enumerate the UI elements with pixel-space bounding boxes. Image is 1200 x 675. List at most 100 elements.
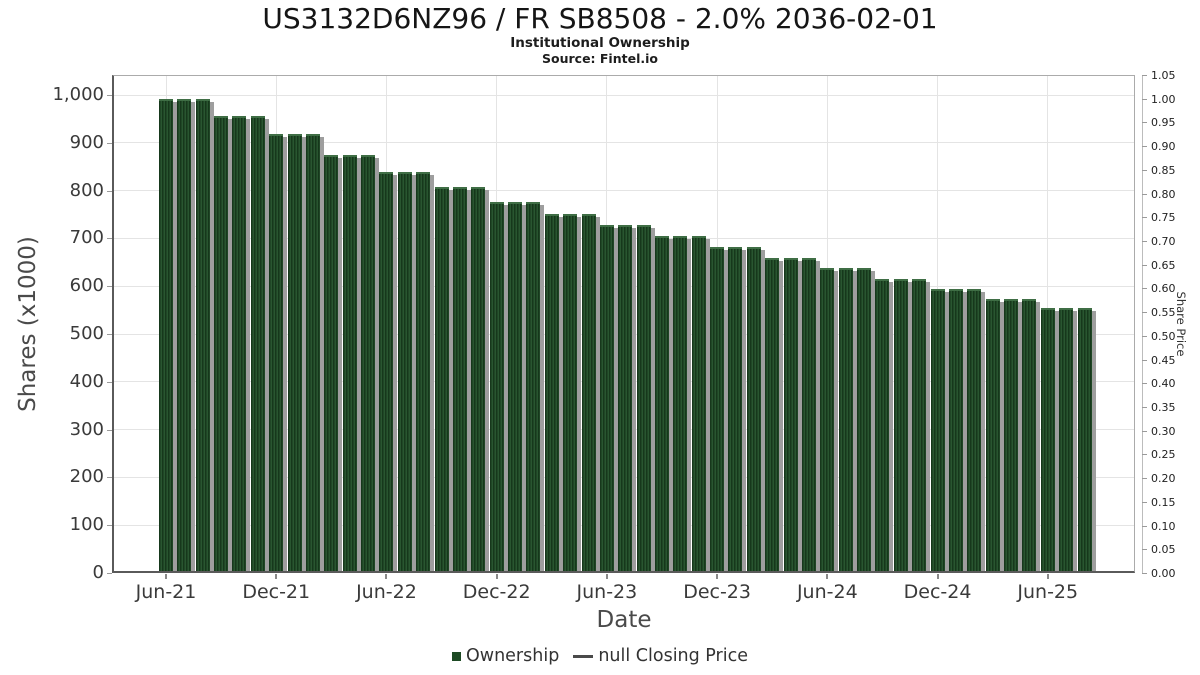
ownership-bar bbox=[636, 225, 651, 573]
right-axis-tick-label: 0.05 bbox=[1151, 543, 1176, 557]
x-axis-tick-label: Dec-23 bbox=[683, 581, 751, 603]
ownership-bar bbox=[379, 171, 394, 573]
x-axis-tick bbox=[275, 574, 278, 579]
ownership-bar bbox=[544, 214, 559, 573]
ownership-bar bbox=[508, 202, 523, 573]
y-axis-tick-label: 600 bbox=[69, 275, 104, 297]
ownership-bar bbox=[1004, 299, 1019, 573]
right-axis-tick bbox=[1142, 241, 1147, 242]
chart-subtitle: Institutional Ownership bbox=[510, 35, 690, 51]
right-axis-tick bbox=[1142, 288, 1147, 290]
ownership-bar bbox=[489, 202, 504, 573]
ownership-bar bbox=[857, 268, 872, 573]
ownership-bar bbox=[269, 133, 284, 573]
y-axis-tick-label: 0 bbox=[92, 562, 104, 583]
x-axis-tick-label: Dec-22 bbox=[462, 581, 531, 603]
y-axis-tick bbox=[107, 477, 112, 479]
legend: Ownership null Closing Price bbox=[0, 646, 1200, 666]
right-axis-tick bbox=[1142, 264, 1147, 266]
right-axis-tick bbox=[1142, 454, 1147, 456]
ownership-bar bbox=[618, 225, 633, 573]
legend-ownership-swatch bbox=[451, 651, 461, 661]
legend-price-label: null Closing Price bbox=[598, 646, 749, 666]
ownership-bar bbox=[305, 133, 320, 573]
x-axis-tick bbox=[716, 574, 719, 579]
y-axis-title-right: Share Price bbox=[1174, 291, 1188, 357]
right-axis-tick bbox=[1142, 383, 1147, 385]
right-axis-tick bbox=[1142, 335, 1147, 337]
ownership-bar bbox=[563, 214, 578, 573]
ownership-bar bbox=[177, 99, 192, 573]
x-axis-title: Date bbox=[596, 607, 652, 633]
x-axis-tick-label: Dec-21 bbox=[242, 581, 311, 603]
x-axis-tick-label: Jun-21 bbox=[135, 581, 197, 603]
right-axis-tick-label: 0.70 bbox=[1151, 235, 1176, 248]
right-axis-tick-label: 0.95 bbox=[1151, 116, 1176, 130]
right-axis-tick-label: 0.85 bbox=[1151, 163, 1176, 177]
y-axis-tick-label: 800 bbox=[69, 179, 104, 201]
x-axis-tick bbox=[495, 574, 498, 579]
x-axis-tick-label: Jun-24 bbox=[796, 581, 858, 603]
ownership-bar bbox=[893, 279, 908, 573]
right-axis-tick-label: 0.15 bbox=[1151, 495, 1176, 509]
ownership-bar bbox=[287, 133, 302, 573]
right-axis-tick-label: 0.90 bbox=[1151, 140, 1176, 154]
right-axis-tick bbox=[1142, 169, 1147, 171]
chart-title: US3132D6NZ96 / FR SB8508 - 2.0% 2036-02-… bbox=[262, 2, 938, 35]
ownership-bar bbox=[838, 268, 853, 573]
ownership-bar bbox=[985, 299, 1000, 573]
ownership-bar bbox=[452, 186, 467, 573]
ownership-bar bbox=[673, 236, 688, 573]
y-axis-tick bbox=[107, 429, 112, 431]
right-axis-tick bbox=[1142, 501, 1147, 503]
plot-area bbox=[112, 75, 1135, 573]
ownership-bar bbox=[232, 115, 247, 573]
ownership-bar bbox=[599, 225, 614, 573]
right-axis-tick-label: 0.20 bbox=[1151, 472, 1176, 486]
ownership-bar bbox=[581, 214, 596, 573]
right-axis-tick bbox=[1142, 217, 1147, 219]
ownership-bar bbox=[765, 257, 780, 573]
ownership-bar bbox=[324, 154, 339, 573]
y-axis-tick-label: 400 bbox=[69, 370, 104, 392]
right-axis-tick-label: 0.00 bbox=[1151, 567, 1176, 580]
y-axis-tick bbox=[107, 381, 112, 383]
y-axis-tick-label: 100 bbox=[69, 514, 104, 536]
y-axis-tick-label: 300 bbox=[69, 418, 104, 440]
right-axis-tick bbox=[1142, 430, 1147, 432]
x-axis-tick-label: Jun-22 bbox=[356, 581, 417, 603]
right-axis-tick bbox=[1142, 193, 1147, 195]
ownership-bar bbox=[195, 99, 210, 573]
right-axis-tick-label: 0.10 bbox=[1151, 519, 1176, 533]
legend-price-line-swatch bbox=[573, 654, 594, 658]
y-axis-tick-label: 900 bbox=[69, 131, 104, 153]
y-axis-tick-label: 200 bbox=[69, 466, 104, 488]
y-axis-tick bbox=[107, 95, 112, 97]
ownership-bar bbox=[471, 186, 486, 573]
ownership-bar bbox=[967, 289, 982, 573]
ownership-bar bbox=[875, 279, 890, 573]
right-axis-tick bbox=[1142, 525, 1147, 527]
right-axis-tick-label: 0.25 bbox=[1151, 448, 1176, 462]
right-axis-tick bbox=[1142, 75, 1147, 76]
x-axis-tick bbox=[605, 574, 608, 579]
y-axis-tick bbox=[107, 190, 112, 192]
ownership-bar bbox=[434, 186, 449, 573]
ownership-bar bbox=[746, 247, 761, 573]
chart-source: Source: Fintel.io bbox=[542, 51, 658, 66]
ownership-bar bbox=[361, 154, 376, 573]
x-axis-tick-label: Dec-24 bbox=[903, 581, 972, 603]
right-axis-tick bbox=[1142, 549, 1147, 551]
y-axis-tick bbox=[107, 286, 112, 288]
x-axis-tick bbox=[385, 574, 388, 579]
right-axis-tick-label: 1.00 bbox=[1151, 92, 1176, 106]
ownership-bar bbox=[783, 257, 798, 573]
x-axis-tick bbox=[936, 574, 939, 579]
right-axis-tick bbox=[1142, 312, 1147, 314]
x-axis-tick bbox=[165, 574, 167, 579]
right-axis-tick-label: 0.60 bbox=[1151, 282, 1176, 296]
ownership-bar bbox=[1040, 307, 1055, 573]
ownership-bar bbox=[1059, 307, 1074, 573]
y-axis-tick bbox=[107, 142, 112, 144]
right-axis-tick bbox=[1142, 478, 1147, 480]
